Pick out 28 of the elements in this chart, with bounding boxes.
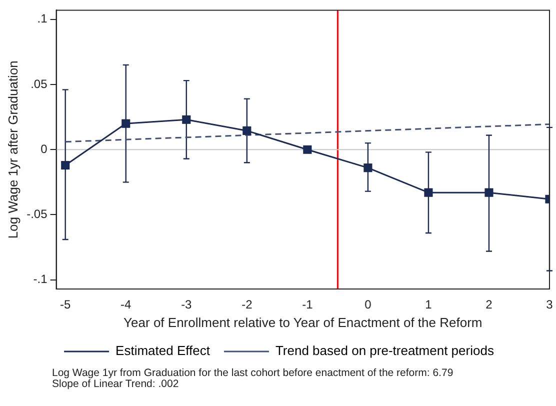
x-tick-label: -2 [242,298,253,312]
y-tick-label: -.1 [33,272,48,286]
text: Log Wage 1yr from Graduation for the last cohort before enactment of the reform: 6.79 [52,367,454,379]
x-tick-label: 1 [425,298,432,312]
point [182,115,191,124]
y-tick-label: .05 [30,76,48,91]
legend-label: Estimated Effect [116,343,210,358]
y-tick-label: -.05 [26,207,48,222]
point [61,160,70,170]
point [424,188,433,197]
x-axis-title: Year of Enrollment relative to Year of Enactment of the Reform [124,314,482,330]
x-tick-label: 2 [486,298,493,312]
point [122,119,130,128]
text: Slope of Linear Trend: .002 [52,378,180,390]
x-tick-label: -1 [302,298,314,312]
x-tick-label: 0 [364,298,372,312]
x-tick-label: -4 [120,298,132,312]
y-tick-label: .1 [37,12,48,26]
y-tick-label: 0 [40,142,48,156]
x-tick-label: -5 [60,298,72,312]
point [484,188,494,197]
y-axis-title: Log Wage 1yr after Graduation [5,60,20,239]
legend-label: Trend based on pre-treatment periods [275,343,494,358]
x-tick-label: -3 [181,298,192,312]
point [303,145,312,154]
point [242,126,252,135]
x-tick-label: 3 [546,298,554,312]
point [364,164,372,172]
